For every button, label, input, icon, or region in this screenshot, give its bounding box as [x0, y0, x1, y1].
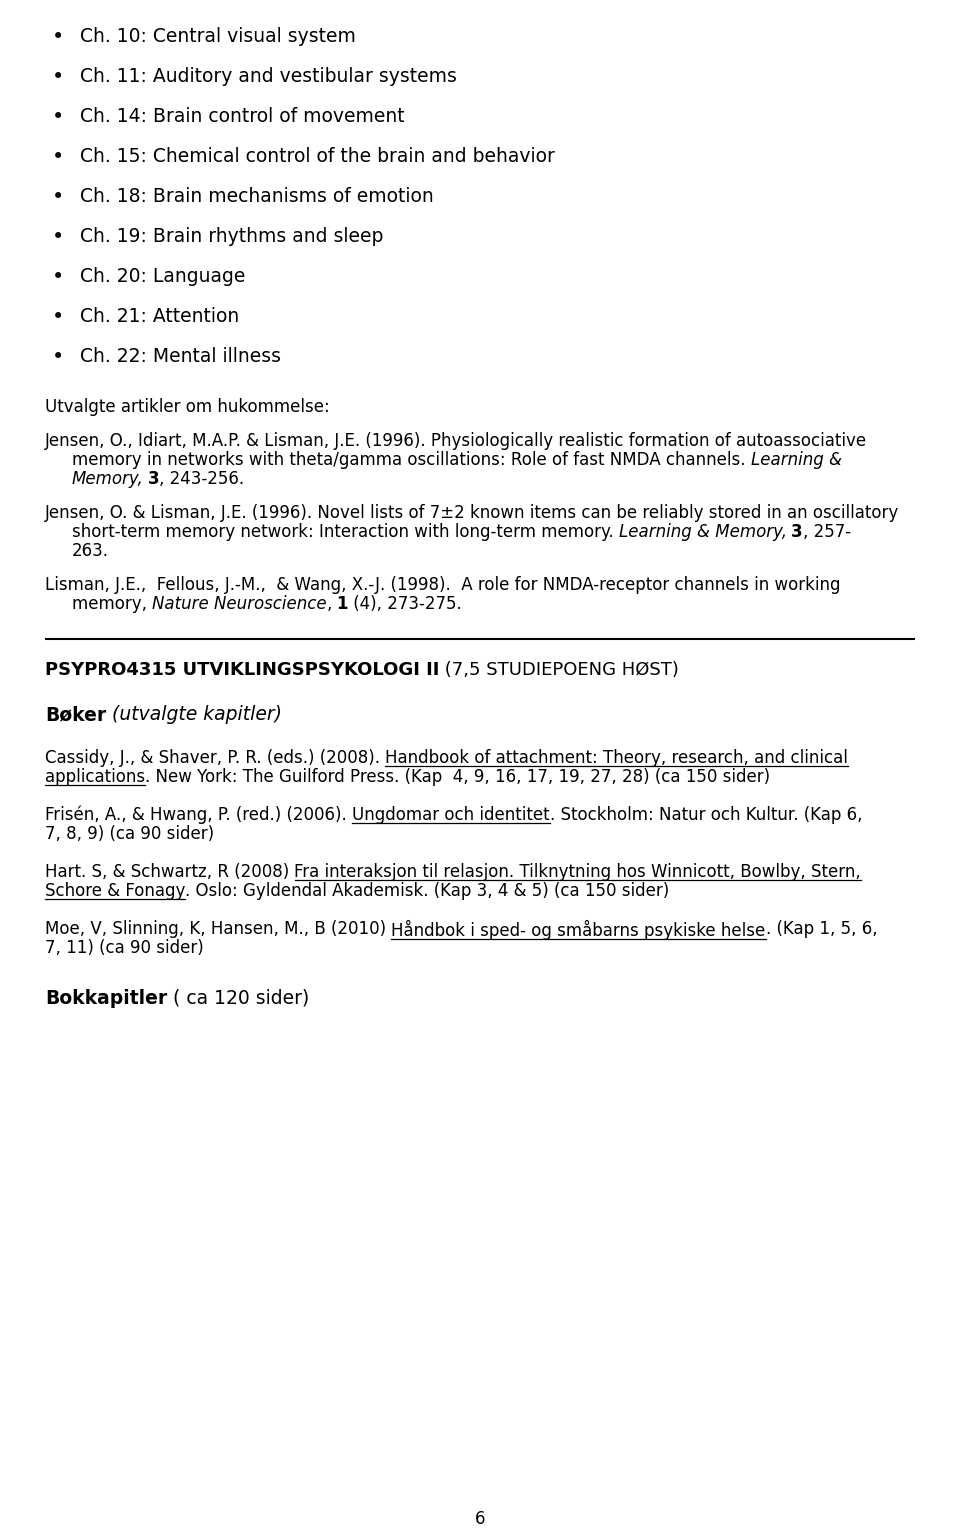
Text: 263.: 263.: [72, 543, 109, 559]
Text: Frisén, A., & Hwang, P. (red.) (2006).: Frisén, A., & Hwang, P. (red.) (2006).: [45, 805, 352, 824]
Text: Hart. S, & Schwartz, R (2008): Hart. S, & Schwartz, R (2008): [45, 862, 295, 881]
Text: 3: 3: [791, 523, 803, 541]
Text: 6: 6: [475, 1509, 485, 1528]
Text: Håndbok i sped- og småbarns psykiske helse: Håndbok i sped- og småbarns psykiske hel…: [392, 921, 766, 941]
Text: Ch. 14: Brain control of movement: Ch. 14: Brain control of movement: [80, 108, 404, 126]
Text: Ch. 11: Auditory and vestibular systems: Ch. 11: Auditory and vestibular systems: [80, 68, 457, 86]
Text: •: •: [52, 188, 64, 207]
Text: ,: ,: [326, 595, 332, 613]
Text: Moe, V, Slinning, K, Hansen, M., B (2010): Moe, V, Slinning, K, Hansen, M., B (2010…: [45, 921, 392, 938]
Text: Lisman, J.E.,  Fellous, J.-M.,  & Wang, X.-J. (1998).  A role for NMDA-receptor : Lisman, J.E., Fellous, J.-M., & Wang, X.…: [45, 576, 841, 593]
Text: •: •: [52, 347, 64, 367]
Text: Ch. 21: Attention: Ch. 21: Attention: [80, 307, 239, 326]
Text: , 257-: , 257-: [803, 523, 851, 541]
Text: Jensen, O. & Lisman, J.E. (1996). Novel lists of 7±2 known items can be reliably: Jensen, O. & Lisman, J.E. (1996). Novel …: [45, 504, 900, 523]
Text: memory in networks with theta/gamma oscillations: Role of fast NMDA channels.: memory in networks with theta/gamma osci…: [72, 450, 751, 469]
Text: (4), 273-275.: (4), 273-275.: [348, 595, 462, 613]
Text: . (Kap 1, 5, 6,: . (Kap 1, 5, 6,: [766, 921, 877, 938]
Text: (utvalgte kapitler): (utvalgte kapitler): [107, 705, 282, 724]
Text: •: •: [52, 267, 64, 287]
Text: •: •: [52, 28, 64, 48]
Text: Utvalgte artikler om hukommelse:: Utvalgte artikler om hukommelse:: [45, 398, 329, 417]
Text: 1: 1: [336, 595, 348, 613]
Text: •: •: [52, 148, 64, 168]
Text: . New York: The Guilford Press. (Kap  4, 9, 16, 17, 19, 27, 28) (ca 150 sider): . New York: The Guilford Press. (Kap 4, …: [145, 768, 770, 785]
Text: Ch. 10: Central visual system: Ch. 10: Central visual system: [80, 28, 356, 46]
Text: Ch. 22: Mental illness: Ch. 22: Mental illness: [80, 347, 281, 366]
Text: 3: 3: [148, 470, 159, 489]
Text: Fra interaksjon til relasjon. Tilknytning hos Winnicott, Bowlby, Stern,: Fra interaksjon til relasjon. Tilknytnin…: [295, 862, 861, 881]
Text: Learning &: Learning &: [751, 450, 847, 469]
Text: , 243-256.: , 243-256.: [159, 470, 245, 489]
Text: PSYPRO4315 UTVIKLINGSPSYKOLOGI II: PSYPRO4315 UTVIKLINGSPSYKOLOGI II: [45, 661, 440, 679]
Text: Memory,: Memory,: [72, 470, 144, 489]
Text: Nature Neuroscience: Nature Neuroscience: [153, 595, 326, 613]
Text: Cassidy, J., & Shaver, P. R. (eds.) (2008).: Cassidy, J., & Shaver, P. R. (eds.) (200…: [45, 749, 385, 767]
Text: (7,5 STUDIEPOENG HØST): (7,5 STUDIEPOENG HØST): [440, 661, 680, 679]
Text: •: •: [52, 307, 64, 327]
Text: memory,: memory,: [72, 595, 153, 613]
Text: •: •: [52, 68, 64, 88]
Text: applications: applications: [45, 768, 145, 785]
Text: . Oslo: Gyldendal Akademisk. (Kap 3, 4 & 5) (ca 150 sider): . Oslo: Gyldendal Akademisk. (Kap 3, 4 &…: [185, 882, 670, 901]
Text: •: •: [52, 227, 64, 247]
Text: Ungdomar och identitet: Ungdomar och identitet: [352, 805, 550, 824]
Text: . Stockholm: Natur och Kultur. (Kap 6,: . Stockholm: Natur och Kultur. (Kap 6,: [550, 805, 862, 824]
Text: 7, 8, 9) (ca 90 sider): 7, 8, 9) (ca 90 sider): [45, 825, 214, 842]
Text: Ch. 18: Brain mechanisms of emotion: Ch. 18: Brain mechanisms of emotion: [80, 188, 434, 206]
Text: Handbook of attachment: Theory, research, and clinical: Handbook of attachment: Theory, research…: [385, 749, 848, 767]
Text: Jensen, O., Idiart, M.A.P. & Lisman, J.E. (1996). Physiologically realistic form: Jensen, O., Idiart, M.A.P. & Lisman, J.E…: [45, 432, 867, 450]
Text: Ch. 15: Chemical control of the brain and behavior: Ch. 15: Chemical control of the brain an…: [80, 148, 555, 166]
Text: 7, 11) (ca 90 sider): 7, 11) (ca 90 sider): [45, 939, 204, 958]
Text: Ch. 20: Language: Ch. 20: Language: [80, 267, 246, 286]
Text: •: •: [52, 108, 64, 128]
Text: Ch. 19: Brain rhythms and sleep: Ch. 19: Brain rhythms and sleep: [80, 227, 383, 246]
Text: Learning & Memory,: Learning & Memory,: [619, 523, 787, 541]
Text: Bokkapitler: Bokkapitler: [45, 988, 167, 1008]
Text: Schore & Fonagy: Schore & Fonagy: [45, 882, 185, 901]
Text: Bøker: Bøker: [45, 705, 107, 724]
Text: ( ca 120 sider): ( ca 120 sider): [167, 988, 309, 1008]
Text: short-term memory network: Interaction with long-term memory.: short-term memory network: Interaction w…: [72, 523, 619, 541]
